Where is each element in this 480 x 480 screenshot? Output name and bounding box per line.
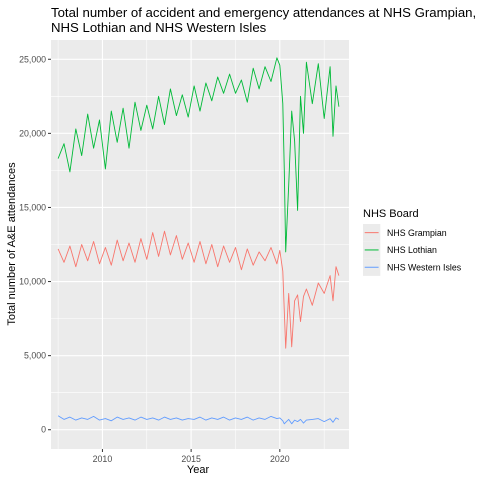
y-tick-label-2: 10,000	[19, 277, 46, 287]
y-axis: 0 5,000 10,000 15,000 20,000 25,000	[19, 54, 51, 435]
grid-major	[51, 40, 349, 449]
x-tick-label-1: 2015	[181, 454, 201, 464]
y-tick-label-4: 20,000	[19, 128, 46, 138]
legend-title: NHS Board	[363, 208, 419, 220]
legend-label-2: NHS Western Isles	[387, 262, 462, 272]
series-layer	[57, 57, 340, 425]
y-tick-label-0: 0	[41, 425, 46, 435]
x-axis: 2010 2015 2020	[93, 449, 290, 464]
series-line-2	[57, 415, 340, 425]
y-axis-title: Total number of A&E attendances	[6, 162, 18, 326]
grid-minor	[51, 40, 349, 449]
y-tick-label-3: 15,000	[19, 202, 46, 212]
x-axis-title: Year	[187, 464, 210, 476]
legend-label-0: NHS Grampian	[387, 228, 447, 238]
x-tick-label-2: 2020	[270, 454, 290, 464]
chart-title-line-1: Total number of accident and emergency a…	[51, 5, 476, 20]
legend-label-1: NHS Lothian	[387, 245, 437, 255]
chart-title-line-2: NHS Lothian and NHS Western Isles	[51, 20, 267, 35]
series-line-0	[57, 230, 340, 349]
series-line-1	[57, 57, 340, 253]
y-tick-label-1: 5,000	[24, 351, 46, 361]
y-tick-label-5: 25,000	[19, 54, 46, 64]
x-tick-label-0: 2010	[93, 454, 113, 464]
legend: NHS Board NHS Grampian NHS Lothian NHS Wes…	[363, 208, 462, 276]
